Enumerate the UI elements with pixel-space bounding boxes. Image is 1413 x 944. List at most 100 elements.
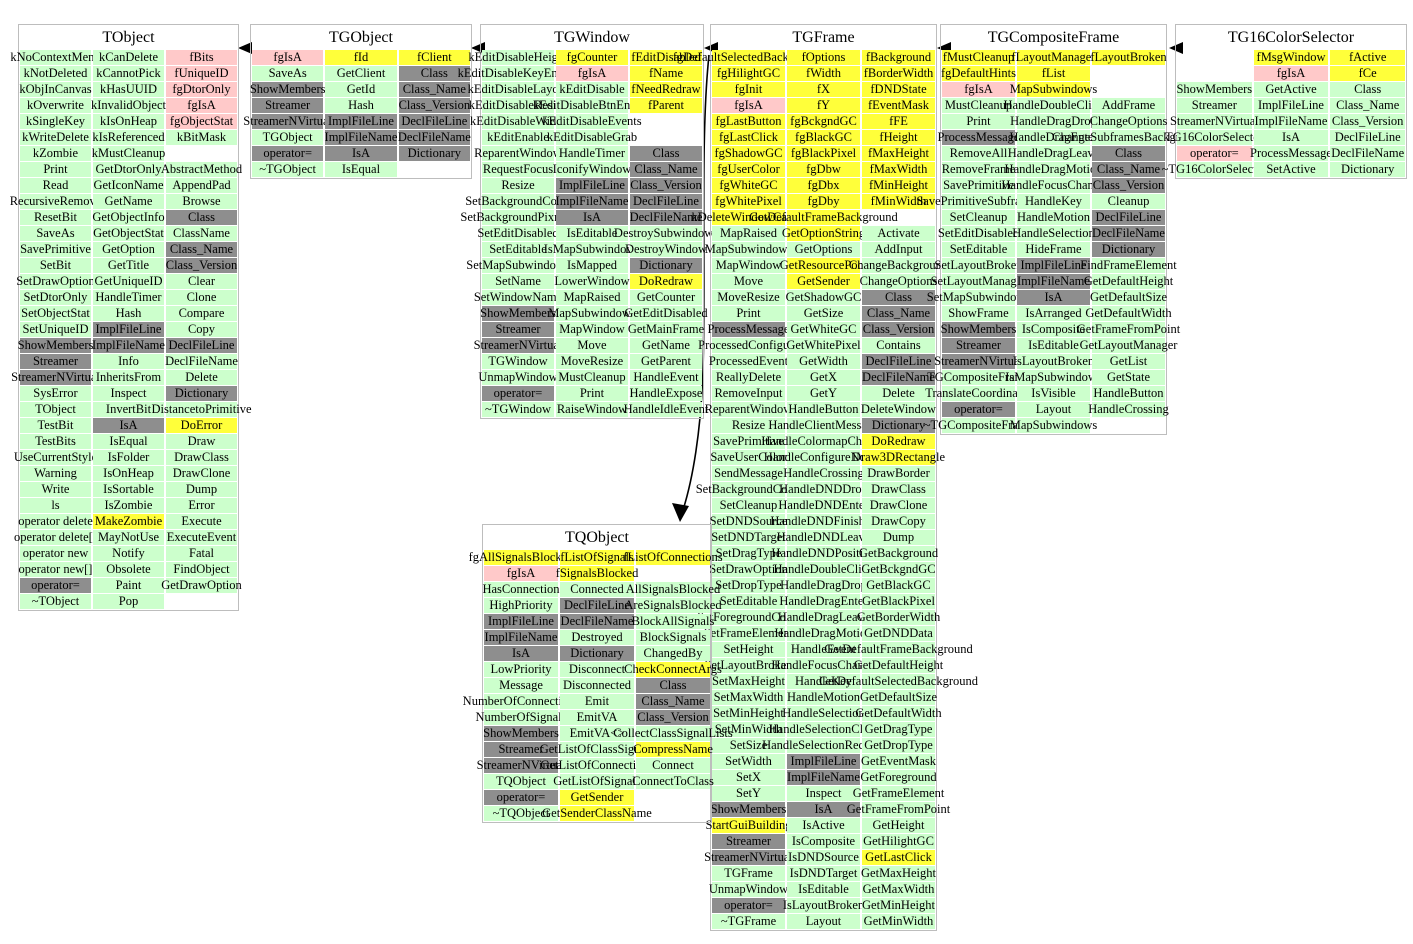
member-cell: kCannotPick [93, 66, 164, 81]
member-column: fgIsA SaveAs ShowMembers Streamer StreamerNV… [243, 50, 332, 178]
member-cell: HandleDragMotion [1004, 162, 1103, 177]
member-cell: IsComposite [1017, 322, 1090, 337]
member-cell: ShowMembers [480, 306, 556, 321]
member-cell: GetBlackPixel [862, 594, 935, 609]
member-cell: GetDefaultSelectedBackground [819, 674, 978, 689]
member-cell: Disconnect [560, 662, 634, 677]
member-cell: operator= [484, 790, 558, 805]
member-cell: GetDNDData [862, 626, 935, 641]
member-column: ShowMembers Streamer StreamerNVirtual TG16C… [1162, 50, 1267, 178]
member-cell: fgBlackGC [787, 130, 860, 145]
member-cell: SavePrimitive [712, 434, 785, 449]
member-cell: GetX [787, 370, 860, 385]
member-cell: DeclFileLine [1330, 130, 1406, 145]
member-cell: HandleDragLeave [1007, 146, 1100, 161]
multiple-inheritance-arrowhead-icon [672, 503, 689, 522]
member-cell: SaveUserColor [710, 450, 787, 465]
member-cell: AddFrame [1092, 98, 1165, 113]
member-cell: fgLastButton [712, 114, 785, 129]
member-cell: SetCleanup [942, 210, 1015, 225]
member-cell: fgIsA [556, 66, 628, 81]
member-cell: MoveResize [712, 290, 785, 305]
member-cell: Activate [862, 226, 935, 241]
empty-cell [166, 594, 237, 609]
member-cell: Clone [166, 290, 237, 305]
member-cell: GetFrameElement [852, 786, 945, 801]
member-cell: GetListOfConnections [540, 758, 654, 773]
member-cell: HandleSelection [1012, 226, 1095, 241]
member-cell: GetBckgndGC [861, 562, 936, 577]
member-cell: Fatal [166, 546, 237, 561]
member-cell: fgCounter [556, 50, 628, 65]
member-cell: Dictionary [1092, 242, 1165, 257]
member-cell: operator delete[] [14, 530, 97, 545]
class-title[interactable]: TGWindow [554, 29, 630, 46]
member-cell: GetSender [560, 790, 634, 805]
member-cell: SaveAs [20, 226, 91, 241]
member-cell: GetDefaultHeight [1083, 274, 1174, 289]
member-cell: GetEditDisabled [624, 306, 708, 321]
member-cell: Class_Name [1330, 98, 1406, 113]
member-cell: SetEditable [712, 594, 785, 609]
class-box-tgwindow[interactable]: TGWindow kEditDisableHeight kEditDisableKe… [458, 24, 718, 419]
member-cell: SetBackgroundPixmap [460, 210, 576, 225]
member-cell: TGObject [252, 130, 324, 145]
class-box-tgcompositeframe[interactable]: TGCompositeFrame fMustCleanup fgDefaultHin… [916, 24, 1205, 435]
member-cell: kDeleteWindowCalled [691, 210, 806, 225]
member-cell: IsDNDSource [787, 850, 860, 865]
member-cell: fParent [630, 98, 702, 113]
class-box-tg16colorselector[interactable]: TG16ColorSelector ShowMembers Streamer Stre… [1162, 24, 1407, 179]
member-cell: Notify [93, 546, 164, 561]
member-cell: TGWindow [482, 354, 554, 369]
class-title[interactable]: TG16ColorSelector [1227, 29, 1355, 46]
class-title[interactable]: TGFrame [792, 29, 855, 46]
class-title[interactable]: TGCompositeFrame [987, 29, 1120, 46]
member-cell: SetDtorOnly [20, 290, 91, 305]
member-cell: GetState [1092, 370, 1165, 385]
member-cell: Compare [166, 306, 237, 321]
member-cell: fgDefaultSelectedBackground [672, 50, 825, 65]
member-cell: fgBckgndGC [787, 114, 860, 129]
member-cell: StreamerNVirtual [476, 758, 566, 773]
class-box-tobject[interactable]: TObject kNoContextMenu kNotDeleted kObjInCa… [10, 24, 252, 611]
member-cell: DeclFileName [165, 354, 238, 369]
member-cell: SetBackgroundColor [695, 482, 802, 497]
member-cell: GetBlackGC [862, 578, 935, 593]
class-title[interactable]: TGObject [329, 29, 393, 46]
member-cell: MustCleanup [942, 98, 1015, 113]
member-cell: SetEditable [942, 242, 1015, 257]
member-cell: MoveResize [556, 354, 628, 369]
member-cell: fBackground [862, 50, 935, 65]
member-cell: GetHeight [862, 818, 935, 833]
member-cell: SetMaxHeight [712, 674, 785, 689]
class-box-tgobject[interactable]: TGObject fgIsA SaveAs ShowMembers Streamer St… [243, 24, 472, 179]
member-cell: fgWhiteGC [712, 178, 785, 193]
member-cell: SetDNDSource [709, 514, 788, 529]
member-cell: DeclFileLine [1092, 210, 1165, 225]
member-cell: fgIsA [252, 50, 324, 65]
member-column: fgCounter fgIsA kEditDisable kEditDisableBt… [533, 50, 651, 418]
member-cell: SetY [712, 786, 785, 801]
class-box-tqobject[interactable]: TQObject fgAllSignalsBlocked fgIsA HasConne… [463, 524, 733, 823]
member-cell: GetUniqueID [93, 274, 164, 289]
class-title[interactable]: TObject [102, 29, 155, 46]
member-cell: ImplFileLine [556, 178, 628, 193]
member-cell: ImplFileLine [93, 322, 164, 337]
member-cell: fgObjectStat [166, 114, 237, 129]
member-cell: GetDrawOption [161, 578, 242, 593]
member-cell: Class [630, 146, 702, 161]
member-cell: MapRaised [556, 290, 628, 305]
member-cell: DrawClone [166, 466, 237, 481]
member-cell: GetMaxWidth [862, 882, 935, 897]
member-cell: HandleClientMessage [768, 418, 879, 433]
member-cell: HandleFocusChange [771, 658, 876, 673]
class-title[interactable]: TQObject [565, 529, 629, 546]
member-cell: Class_Version [165, 258, 238, 273]
member-cell: ImplFileName [484, 630, 558, 645]
empty-cell [1092, 418, 1165, 433]
member-cell: HandleMotion [787, 690, 860, 705]
member-cell: GetEventMask [861, 754, 936, 769]
class-box-tgframe[interactable]: TGFrame fgDefaultSelectedBackground fgHili… [672, 24, 978, 931]
member-cell: SavePrimitive [942, 178, 1015, 193]
member-cell: AppendPad [166, 178, 237, 193]
